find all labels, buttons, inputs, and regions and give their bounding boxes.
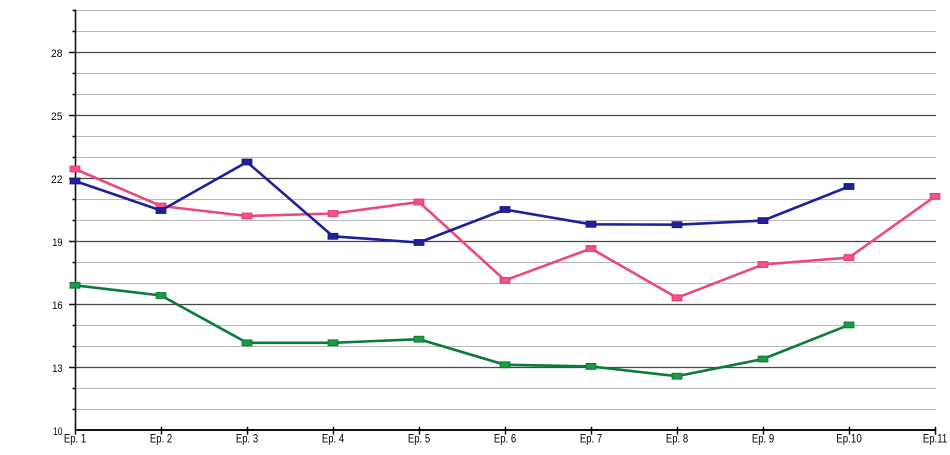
svg-text:Ep. 1: Ep. 1: [64, 432, 87, 446]
svg-text:Ep. 2: Ep. 2: [150, 432, 173, 446]
svg-text:Ep. 5: Ep. 5: [408, 432, 431, 446]
svg-text:19: 19: [52, 237, 62, 249]
svg-text:13: 13: [52, 363, 62, 375]
svg-text:Ep.11: Ep.11: [923, 432, 948, 446]
svg-text:25: 25: [51, 111, 63, 123]
svg-text:28: 28: [51, 48, 63, 60]
svg-text:Ep. 4: Ep. 4: [322, 432, 345, 446]
svg-text:Ep. 3: Ep. 3: [236, 432, 259, 446]
svg-text:Ep. 9: Ep. 9: [752, 432, 775, 446]
svg-text:Ep. 8: Ep. 8: [666, 432, 689, 446]
svg-text:Ep. 7: Ep. 7: [580, 432, 603, 446]
svg-text:10: 10: [53, 426, 63, 438]
svg-text:16: 16: [52, 300, 62, 312]
svg-text:Ep.10: Ep.10: [836, 432, 862, 446]
svg-text:Ep. 6: Ep. 6: [494, 432, 517, 446]
svg-text:22: 22: [51, 174, 63, 186]
